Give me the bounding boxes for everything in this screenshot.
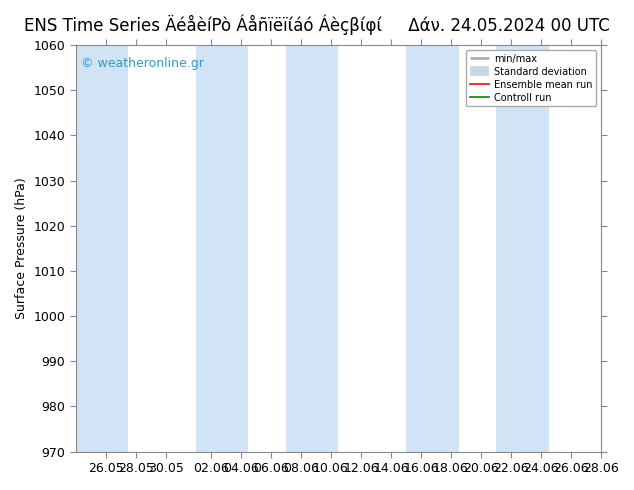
- Y-axis label: Surface Pressure (hPa): Surface Pressure (hPa): [15, 177, 28, 319]
- Bar: [76, 45, 128, 452]
- Bar: [196, 45, 249, 452]
- Bar: [496, 45, 548, 452]
- Bar: [406, 45, 458, 452]
- Text: ENS Time Series ÄéåèíPò Áåñïëïίáó Áèçβίφί     Δάν. 24.05.2024 00 UTC: ENS Time Series ÄéåèíPò Áåñïëïίáó Áèçβίφ…: [24, 15, 610, 35]
- Text: © weatheronline.gr: © weatheronline.gr: [81, 57, 204, 70]
- Bar: [286, 45, 339, 452]
- Legend: min/max, Standard deviation, Ensemble mean run, Controll run: min/max, Standard deviation, Ensemble me…: [466, 50, 596, 106]
